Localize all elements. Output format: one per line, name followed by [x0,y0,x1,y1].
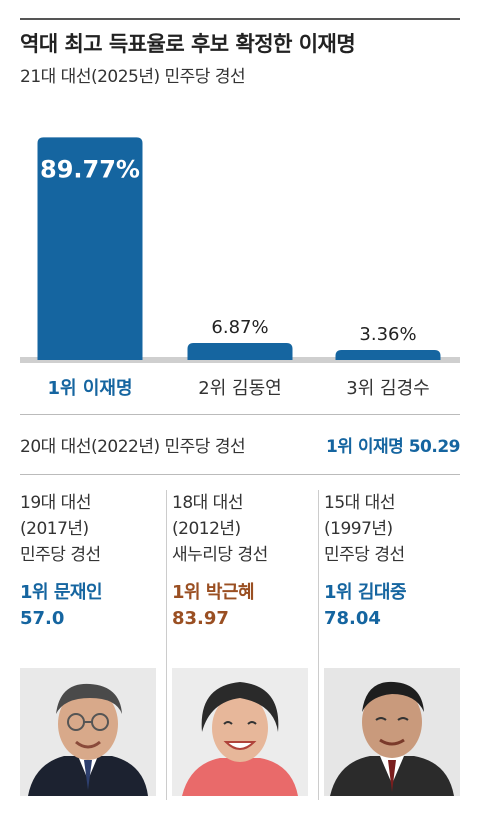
prev-2022-winner: 1위 이재명 50.29 [326,437,461,457]
category-label: 1위 이재명 [47,378,132,399]
column-divider [318,490,319,800]
bar-0 [37,137,143,360]
bar-1 [187,342,293,360]
portrait-moon-jae-in-icon [20,668,156,796]
bar-2 [335,350,441,360]
election-name: 15대 대선 [324,493,395,513]
past-election-2017: 19대 대선 (2017년) 민주당 경선 1위 문재인 57.0 [20,490,156,800]
election-year: (2012년) [172,519,241,539]
vote-share-bar-chart: 89.77% 1위 이재명 6.87% 2위 김동연 3.36% 3위 김경수 [20,137,460,399]
portrait-park-geun-hye-icon [172,668,308,796]
top-rule [20,18,460,20]
divider [20,474,460,475]
bar-value-label: 6.87% [211,317,268,338]
past-election-2012: 18대 대선 (2012년) 새누리당 경선 1위 박근혜 83.97 [172,490,308,800]
winner-percent: 57.0 [20,608,65,629]
page-title: 역대 최고 득표율로 후보 확정한 이재명 [20,32,356,56]
chart-subtitle: 21대 대선(2025년) 민주당 경선 [20,67,246,87]
divider [20,414,460,415]
election-year: (1997년) [324,519,393,539]
column-divider [166,490,167,800]
past-election-1997: 15대 대선 (1997년) 민주당 경선 1위 김대중 78.04 [324,490,460,800]
election-year: (2017년) [20,519,89,539]
portrait-kim-dae-jung-icon [324,668,460,796]
election-name: 18대 대선 [172,493,243,513]
category-label: 2위 김동연 [198,378,281,399]
winner-percent: 83.97 [172,608,229,629]
election-primary: 민주당 경선 [20,545,101,565]
category-label: 3위 김경수 [346,378,429,399]
bar-value-label: 3.36% [359,324,416,345]
winner-name: 1위 문재인 [20,582,103,603]
winner-name: 1위 박근혜 [172,582,255,603]
past-elections: 19대 대선 (2017년) 민주당 경선 1위 문재인 57.0 18대 대선… [20,490,460,800]
prev-2022-label: 20대 대선(2022년) 민주당 경선 [20,437,246,457]
election-primary: 민주당 경선 [324,545,405,565]
winner-percent: 78.04 [324,608,381,629]
bar-value-label: 89.77% [40,155,140,183]
election-name: 19대 대선 [20,493,91,513]
winner-name: 1위 김대중 [324,582,407,603]
election-primary: 새누리당 경선 [172,545,268,565]
